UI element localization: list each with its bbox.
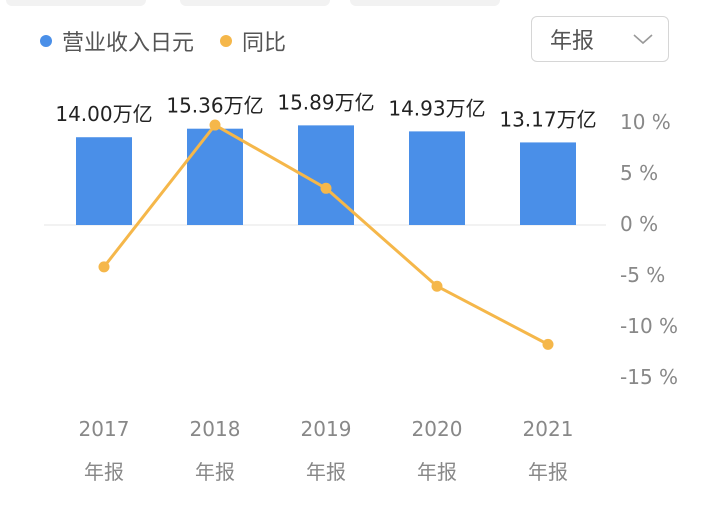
bar-2020 bbox=[409, 131, 465, 225]
bar-2018 bbox=[187, 128, 243, 225]
x-tick-sublabel-2020: 年报 bbox=[417, 460, 457, 484]
bar-data-label-2017: 14.00万亿 bbox=[55, 102, 152, 126]
y2-tick-label: -10 % bbox=[620, 314, 678, 338]
yoy-point-2020 bbox=[431, 280, 443, 292]
yoy-point-2021 bbox=[542, 338, 554, 350]
top-strip-right bbox=[350, 0, 500, 6]
legend-item-yoy[interactable]: 同比 bbox=[220, 25, 286, 57]
period-select[interactable]: 年报 bbox=[531, 16, 669, 62]
top-strip-left bbox=[6, 0, 146, 6]
x-tick-label-2020: 2020 bbox=[412, 417, 463, 441]
x-tick-label-2018: 2018 bbox=[190, 417, 241, 441]
yoy-point-2017 bbox=[98, 261, 110, 273]
bar-2017 bbox=[76, 137, 132, 225]
x-tick-sublabel-2018: 年报 bbox=[195, 460, 235, 484]
y2-tick-label: 5 % bbox=[620, 161, 658, 185]
x-tick-sublabel-2019: 年报 bbox=[306, 460, 346, 484]
y2-tick-label: 0 % bbox=[620, 212, 658, 236]
legend-yoy-label: 同比 bbox=[242, 31, 287, 56]
legend-item-revenue[interactable]: 营业收入日元 bbox=[40, 25, 194, 57]
yoy-point-2018 bbox=[209, 119, 221, 131]
yoy-point-2019 bbox=[320, 182, 332, 194]
y2-tick-label: -15 % bbox=[620, 365, 678, 389]
y2-tick-label: 10 % bbox=[620, 110, 671, 134]
y2-tick-label: -5 % bbox=[620, 263, 665, 287]
x-tick-sublabel-2021: 年报 bbox=[528, 460, 568, 484]
period-select-value: 年报 bbox=[550, 29, 595, 54]
x-tick-sublabel-2017: 年报 bbox=[84, 460, 124, 484]
chevron-down-icon bbox=[633, 34, 653, 45]
x-tick-label-2019: 2019 bbox=[301, 417, 352, 441]
bar-2019 bbox=[298, 125, 354, 225]
bar-2021 bbox=[520, 142, 576, 225]
bar-data-label-2019: 15.89万亿 bbox=[277, 90, 374, 114]
legend-revenue-label: 营业收入日元 bbox=[62, 31, 195, 56]
legend-yoy-marker bbox=[220, 35, 233, 47]
x-tick-label-2021: 2021 bbox=[523, 417, 574, 441]
bar-data-label-2018: 15.36万亿 bbox=[166, 94, 263, 118]
legend-revenue-marker bbox=[40, 35, 52, 47]
top-strip-mid bbox=[180, 0, 330, 6]
bar-data-label-2020: 14.93万亿 bbox=[388, 96, 485, 120]
bar-data-label-2021: 13.17万亿 bbox=[499, 107, 596, 131]
chart-legend: 营业收入日元 同比 bbox=[40, 24, 286, 58]
x-tick-label-2017: 2017 bbox=[79, 417, 130, 441]
